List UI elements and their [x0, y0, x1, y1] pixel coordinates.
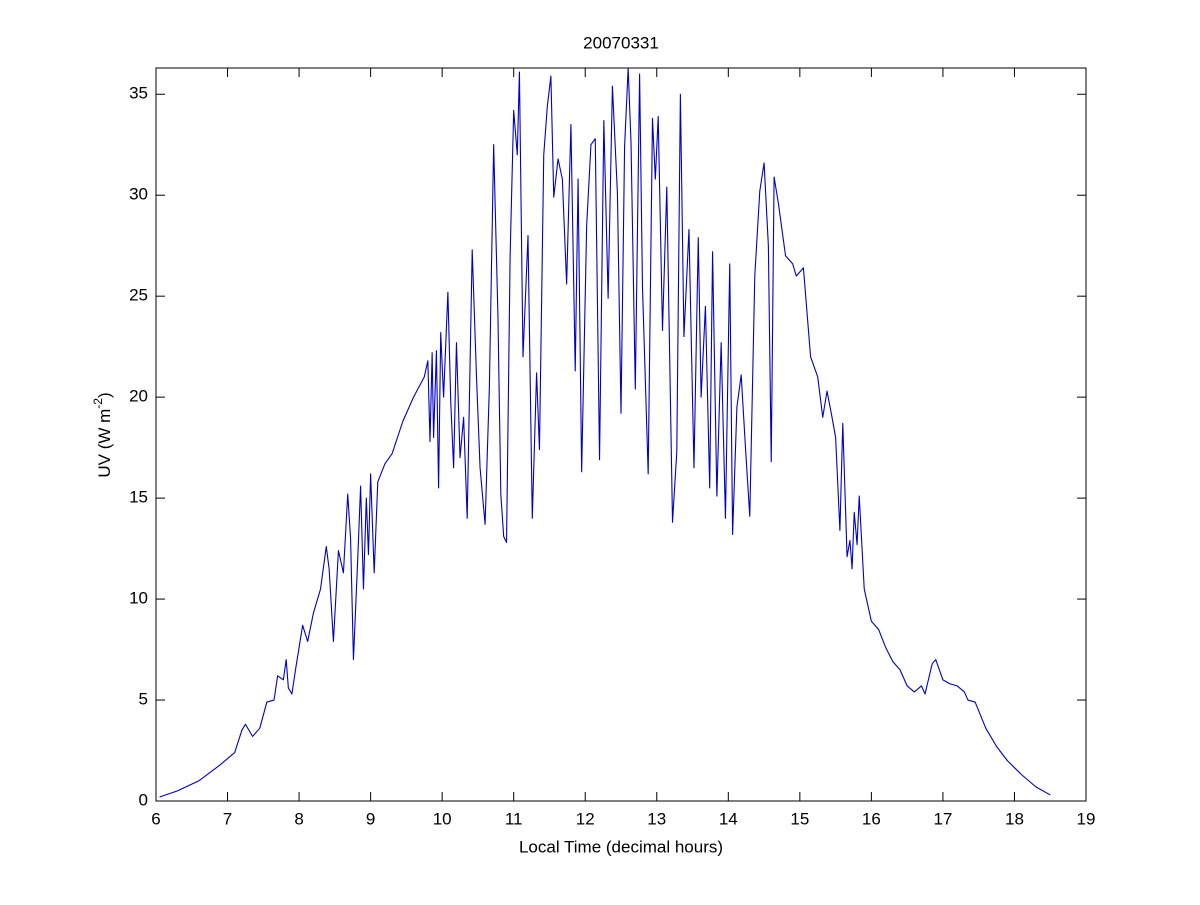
x-tick-label: 13 [647, 809, 666, 828]
x-tick-label: 16 [862, 809, 881, 828]
y-tick-label: 30 [129, 185, 148, 204]
y-tick-label: 5 [139, 690, 148, 709]
chart-title: 20070331 [583, 33, 659, 52]
x-tick-label: 19 [1077, 809, 1096, 828]
x-tick-label: 14 [719, 809, 738, 828]
x-tick-label: 15 [790, 809, 809, 828]
x-tick-label: 12 [576, 809, 595, 828]
x-axis-label: Local Time (decimal hours) [519, 837, 723, 856]
y-label-suffix: ) [95, 392, 114, 398]
y-tick-label: 0 [139, 790, 148, 809]
x-tick-label: 8 [294, 809, 303, 828]
y-tick-label: 35 [129, 84, 148, 103]
x-tick-label: 11 [505, 809, 523, 828]
x-tick-label: 17 [933, 809, 952, 828]
y-axis-label: UV (W m-2) [91, 392, 114, 477]
x-tick-label: 6 [151, 809, 160, 828]
x-tick-label: 10 [433, 809, 452, 828]
y-tick-label: 25 [129, 286, 148, 305]
y-tick-label: 10 [129, 589, 148, 608]
plot-frame [155, 67, 1087, 802]
x-tick-label: 7 [223, 809, 232, 828]
data-line [159, 67, 1051, 798]
y-label-text: UV (W m [95, 409, 114, 478]
y-tick-label: 20 [129, 387, 148, 406]
y-tick-label: 15 [129, 488, 148, 507]
x-tick-label: 18 [1005, 809, 1024, 828]
x-tick-label: 9 [366, 809, 375, 828]
y-label-superscript: -2 [91, 398, 105, 409]
